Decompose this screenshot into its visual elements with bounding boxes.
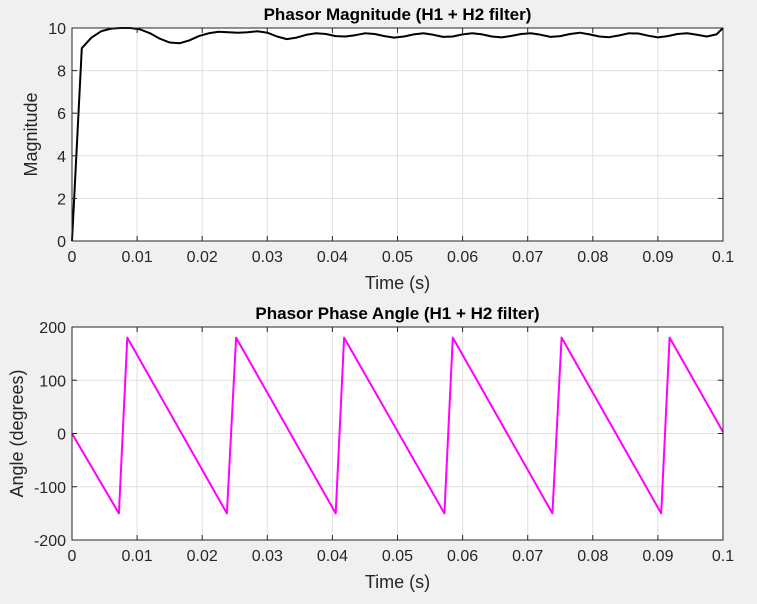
x-axis-label: Time (s): [365, 572, 430, 592]
y-axis-label: Angle (degrees): [7, 369, 27, 497]
y-tick-label: 8: [57, 64, 66, 81]
series-line-0: [71, 27, 724, 242]
x-tick-label: 0.04: [317, 548, 348, 565]
phase-angle-plot: 0 0.01 0.02 0.03 0.04 0.05 0.06 0.07 0.08 0.09 0.1…: [7, 304, 734, 592]
x-tick-label: 0.09: [642, 548, 673, 565]
x-tick-label: 0.07: [512, 548, 543, 565]
x-tick-label: 0.02: [187, 249, 218, 266]
chart-title: Phasor Magnitude (H1 + H2 filter): [264, 5, 532, 24]
x-tick-label: 0.07: [512, 249, 543, 266]
chart-title: Phasor Phase Angle (H1 + H2 filter): [255, 304, 539, 323]
y-axis-label: Magnitude: [21, 92, 41, 176]
y-tick-label: 10: [48, 21, 66, 38]
x-tick-label: 0.09: [642, 249, 673, 266]
y-tick-label: 0: [57, 234, 66, 251]
x-tick-label: 0.06: [447, 249, 478, 266]
y-tick-label: 200: [39, 320, 66, 337]
x-tick-label: 0.06: [447, 548, 478, 565]
x-tick-label: 0: [68, 249, 77, 266]
magnitude-plot: 0 0.01 0.02 0.03 0.04 0.05 0.06 0.07 0.08 0.09 0.1…: [21, 5, 734, 293]
series-line-0: [71, 336, 724, 515]
y-tick-label: -100: [34, 480, 66, 497]
y-tick-label: 4: [57, 149, 66, 166]
y-tick-label: 6: [57, 106, 66, 123]
y-tick-label: 2: [57, 191, 66, 208]
x-tick-label: 0.1: [712, 548, 734, 565]
x-tick-label: 0.08: [577, 249, 608, 266]
x-tick-label: 0.01: [122, 249, 153, 266]
y-tick-label: 100: [39, 373, 66, 390]
y-tick-label: -200: [34, 533, 66, 550]
x-tick-label: 0.03: [252, 548, 283, 565]
x-tick-label: 0.04: [317, 249, 348, 266]
x-tick-label: 0.03: [252, 249, 283, 266]
x-tick-label: 0.05: [382, 249, 413, 266]
x-tick-label: 0.02: [187, 548, 218, 565]
x-tick-label: 0.01: [122, 548, 153, 565]
x-tick-label: 0.05: [382, 548, 413, 565]
y-tick-label: 0: [57, 427, 66, 444]
x-tick-label: 0.1: [712, 249, 734, 266]
x-axis-label: Time (s): [365, 273, 430, 293]
x-tick-label: 0.08: [577, 548, 608, 565]
x-tick-label: 0: [68, 548, 77, 565]
